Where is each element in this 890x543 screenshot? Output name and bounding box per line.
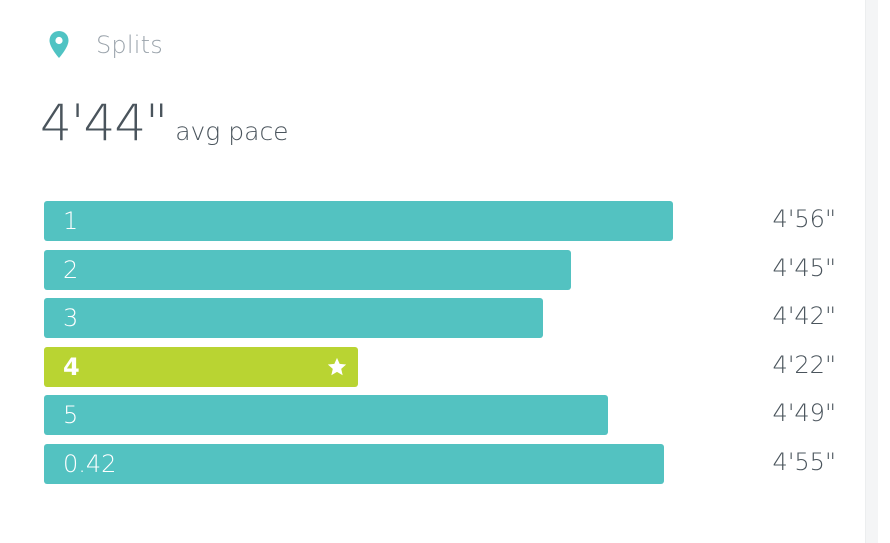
location-pin-icon: [49, 31, 69, 58]
split-time: 4'49": [772, 399, 836, 428]
star-icon: [327, 357, 347, 376]
split-row: 1 4'56": [44, 201, 844, 241]
split-time: 4'42": [772, 302, 836, 331]
split-bar: 1: [44, 201, 673, 241]
split-time: 4'45": [772, 253, 836, 282]
avg-pace-value: 4'44": [40, 94, 168, 152]
splits-list: 1 4'56" 2 4'45" 3 4'42" 4 4'22" 5 4'49" 0.42 4'55": [44, 201, 844, 493]
avg-pace-label: avg pace: [175, 117, 289, 146]
split-label: 2: [63, 255, 79, 284]
split-bar: 0.42: [44, 443, 664, 484]
split-label: 3: [63, 304, 79, 333]
split-time: 4'56": [772, 205, 836, 233]
split-bar-best: 4: [44, 346, 358, 387]
scrollbar-track[interactable]: [865, 0, 878, 543]
split-label: 1: [63, 207, 79, 235]
split-row: 4 4'22": [44, 346, 844, 387]
split-label: 4: [63, 352, 80, 381]
split-bar: 2: [44, 249, 572, 290]
split-bar: 5: [44, 395, 609, 436]
split-row: 0.42 4'55": [44, 443, 844, 484]
split-bar: 3: [44, 298, 544, 339]
splits-header: Splits: [48, 30, 163, 60]
split-time: 4'55": [772, 447, 836, 476]
section-title: Splits: [96, 31, 163, 59]
split-time: 4'22": [772, 350, 836, 379]
split-label: 0.42: [63, 449, 117, 478]
split-label: 5: [63, 401, 79, 430]
avg-pace-summary: 4'44" avg pace: [40, 94, 289, 152]
split-row: 2 4'45": [44, 249, 844, 290]
split-row: 5 4'49": [44, 395, 844, 436]
split-row: 3 4'42": [44, 298, 844, 339]
